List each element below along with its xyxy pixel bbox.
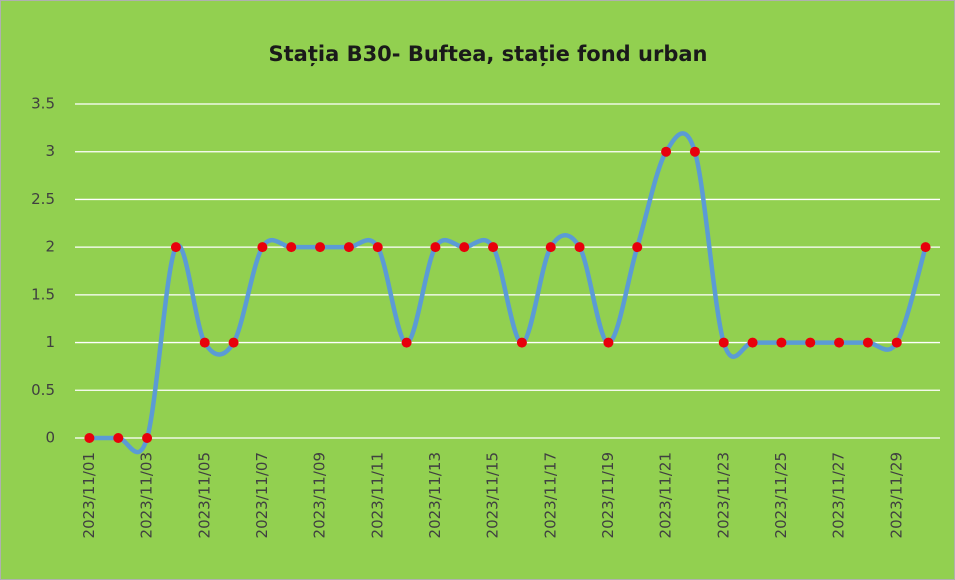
data-point <box>315 242 326 253</box>
data-line <box>89 131 928 455</box>
x-tick-label: 2023/11/19 <box>599 452 617 538</box>
data-point <box>718 337 729 348</box>
data-point <box>113 433 124 443</box>
data-point <box>430 242 441 253</box>
y-tick-label: 0.5 <box>31 381 55 399</box>
data-point <box>805 337 816 348</box>
y-tick-label: 3 <box>45 142 55 160</box>
data-point <box>401 337 412 348</box>
x-tick-label: 2023/11/01 <box>80 452 98 538</box>
x-tick-label: 2023/11/11 <box>368 452 386 538</box>
data-point <box>84 433 95 443</box>
data-point <box>862 337 873 348</box>
x-tick-label: 2023/11/09 <box>311 452 329 538</box>
data-point <box>228 337 239 348</box>
data-point <box>661 146 672 157</box>
data-point <box>372 242 383 253</box>
data-point <box>170 242 181 253</box>
data-point <box>142 433 153 443</box>
data-point <box>343 242 354 253</box>
data-point <box>545 242 556 253</box>
y-tick-label: 0 <box>45 429 55 447</box>
data-point <box>286 242 297 253</box>
x-tick-label: 2023/11/29 <box>887 452 905 538</box>
data-point <box>516 337 527 348</box>
x-tick-label: 2023/11/07 <box>253 452 271 538</box>
data-point <box>689 146 700 157</box>
data-point <box>834 337 845 348</box>
x-tick-label: 2023/11/23 <box>714 452 732 538</box>
x-tick-label: 2023/11/27 <box>830 452 848 538</box>
data-point <box>603 337 614 348</box>
data-point <box>776 337 787 348</box>
data-point <box>257 242 268 253</box>
x-tick-label: 2023/11/03 <box>138 452 156 538</box>
x-tick-label: 2023/11/17 <box>541 452 559 538</box>
data-point <box>459 242 470 253</box>
x-tick-label: 2023/11/05 <box>195 452 213 538</box>
y-tick-label: 2 <box>45 238 55 256</box>
data-point <box>920 242 931 253</box>
x-tick-label: 2023/11/15 <box>484 452 502 538</box>
data-point <box>488 242 499 253</box>
data-point <box>747 337 758 348</box>
data-point <box>199 337 210 348</box>
data-point <box>574 242 585 253</box>
y-tick-label: 3.5 <box>31 95 55 113</box>
x-tick-label: 2023/11/25 <box>772 452 790 538</box>
y-tick-label: 1 <box>45 333 55 351</box>
data-point <box>891 337 902 348</box>
x-tick-label: 2023/11/13 <box>426 452 444 538</box>
y-tick-label: 2.5 <box>31 190 55 208</box>
chart-title: Stația B30- Buftea, stație fond urban <box>269 42 708 67</box>
y-tick-label: 1.5 <box>31 285 55 303</box>
x-tick-label: 2023/11/21 <box>657 452 675 538</box>
data-point <box>632 242 643 253</box>
